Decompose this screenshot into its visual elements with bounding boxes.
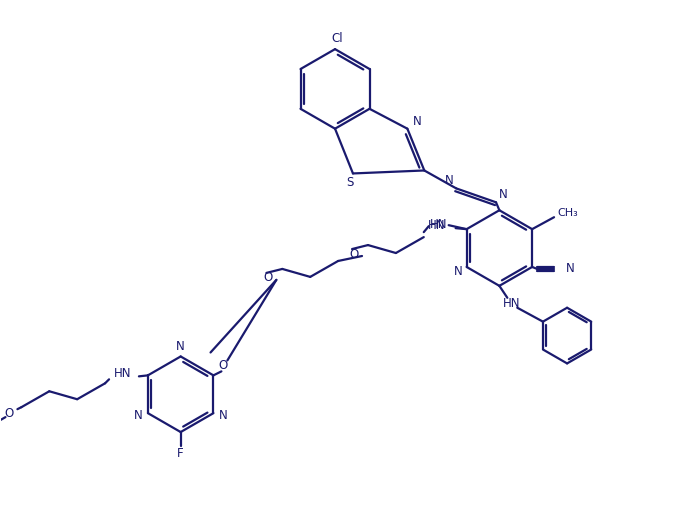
- Text: O: O: [5, 407, 14, 419]
- Text: N: N: [566, 263, 574, 276]
- Text: N: N: [454, 265, 463, 279]
- Text: O: O: [219, 359, 228, 372]
- Text: O: O: [349, 248, 359, 261]
- Text: HN: HN: [428, 218, 445, 232]
- Text: F: F: [178, 447, 184, 461]
- Text: CH₃: CH₃: [558, 208, 578, 218]
- Text: N: N: [176, 340, 185, 353]
- Text: N: N: [499, 188, 508, 201]
- Text: Cl: Cl: [331, 32, 343, 45]
- Text: O: O: [264, 271, 273, 284]
- Text: N: N: [413, 115, 422, 128]
- Text: S: S: [346, 176, 354, 189]
- Text: N: N: [219, 409, 228, 421]
- Text: HN: HN: [430, 217, 447, 231]
- Text: HN: HN: [503, 297, 520, 310]
- Text: HN: HN: [115, 367, 132, 380]
- Text: N: N: [134, 409, 142, 421]
- Text: N: N: [445, 174, 453, 187]
